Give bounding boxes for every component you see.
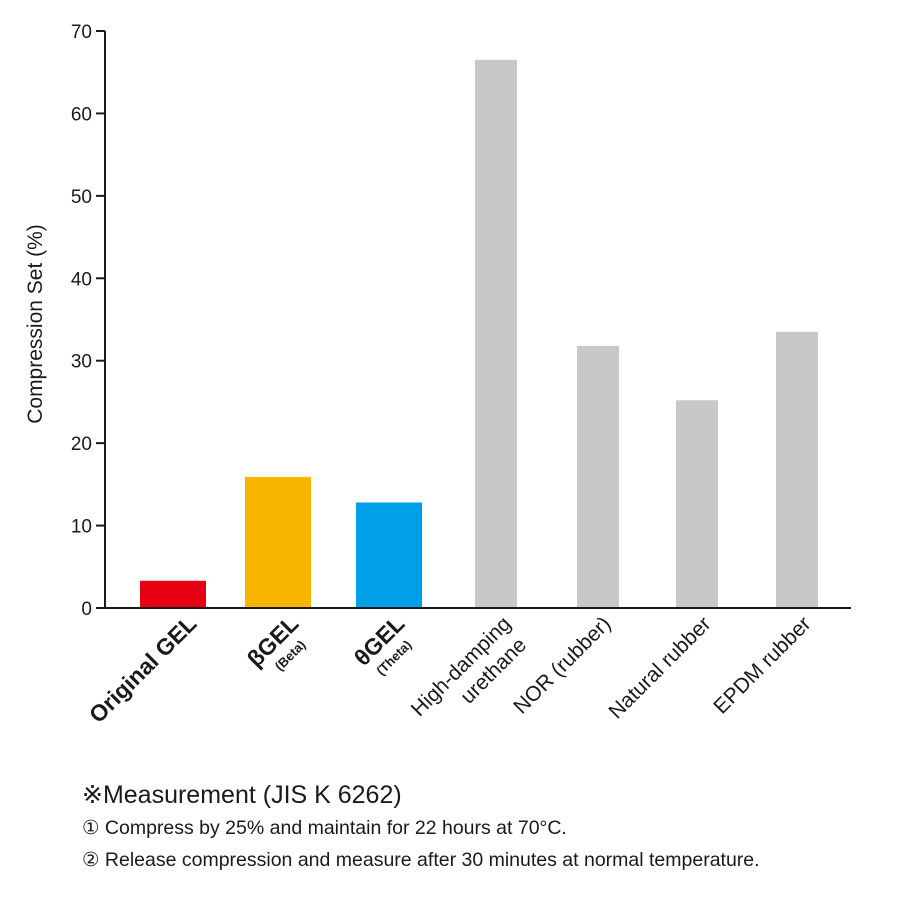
category-label-text: EPDM rubber [709, 612, 815, 718]
bar [676, 400, 718, 608]
category-labels: Original GEL βGEL(Beta) θGEL(Theta)High-da… [84, 610, 816, 728]
bars [140, 59, 818, 609]
y-tick-label: 40 [71, 269, 92, 290]
category-label: βGEL(Beta) [242, 610, 309, 674]
y-tick-label: 0 [81, 599, 92, 620]
y-tick-label: 50 [71, 187, 92, 208]
category-label-text: Original GEL [84, 610, 202, 728]
y-tick-label: 60 [71, 104, 92, 125]
category-label-text: Natural rubber [604, 612, 715, 723]
y-axis-label: Compression Set (%) [24, 224, 47, 424]
bar [776, 331, 818, 608]
notes-title: ※Measurement (JIS K 6262) [82, 781, 402, 809]
y-tick-label: 20 [71, 434, 92, 455]
y-tick-label: 10 [71, 517, 92, 538]
category-label: θGEL(Theta) [349, 610, 415, 678]
y-tick-label: 70 [71, 22, 92, 43]
bar [356, 502, 422, 608]
category-label-text: NOR (rubber) [509, 612, 615, 718]
bar [140, 580, 206, 608]
bar [245, 476, 311, 608]
note-line-2: ② Release compression and measure after … [82, 849, 760, 871]
note-line-1: ① Compress by 25% and maintain for 22 ho… [82, 817, 567, 839]
category-label: NOR (rubber) [509, 612, 615, 718]
bar [577, 345, 619, 608]
measurement-notes: ※Measurement (JIS K 6262) ① Compress by … [82, 778, 892, 876]
category-label: Original GEL [84, 610, 202, 728]
category-label: Natural rubber [604, 612, 715, 723]
category-label: EPDM rubber [709, 612, 815, 718]
bar [475, 59, 517, 609]
compression-set-chart: 0 10 20 30 40 50 60 70 Compression Set (%) Orig… [24, 22, 851, 728]
y-axis-ticks: 0 10 20 30 40 50 60 70 [71, 22, 105, 620]
y-tick-label: 30 [71, 352, 92, 373]
